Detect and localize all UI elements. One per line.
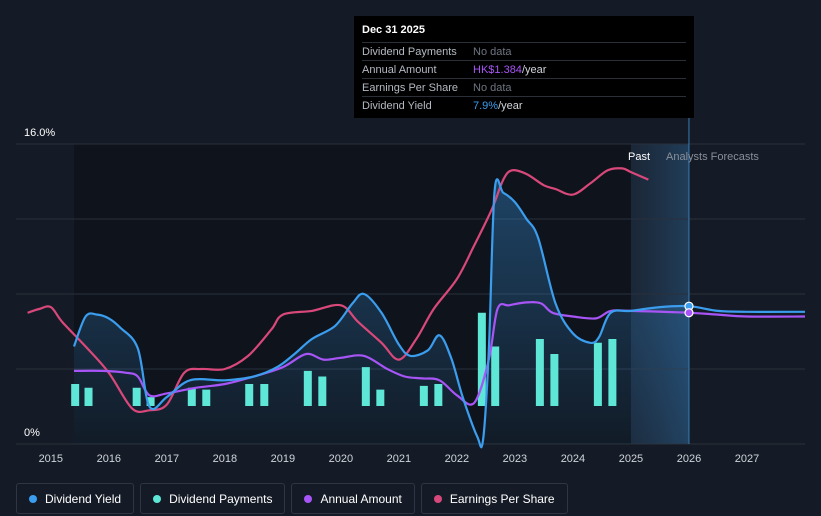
dividend-yield-line (72, 178, 806, 449)
x-tick-label: 2024 (561, 453, 585, 465)
tooltip-unit: /year (521, 63, 547, 76)
x-tick-label: 2025 (619, 453, 643, 465)
x-tick-label: 2026 (677, 453, 701, 465)
dividend-payment-bar (303, 370, 312, 406)
dividend-payment-bars (71, 312, 617, 406)
earnings-per-share-dot-icon (433, 494, 442, 503)
tooltip-date: Dec 31 2025 (362, 24, 425, 36)
dividend-payment-bar (318, 376, 327, 406)
tooltip-row-annual-amount: Annual Amount HK$1.384/year (362, 60, 686, 78)
dividend-payment-bar (84, 387, 93, 406)
tooltip-row-dividend-yield: Dividend Yield 7.9%/year (362, 96, 686, 114)
tooltip-value: HK$1.384 (473, 63, 522, 76)
tooltip: Dec 31 2025 Dividend Payments No data An… (354, 16, 694, 118)
dividend-payment-bar (187, 387, 196, 406)
y-axis-top-label: 16.0% (24, 127, 55, 139)
legend: Dividend Yield Dividend Payments Annual … (16, 483, 568, 514)
dividend-payment-bar (535, 339, 544, 406)
tooltip-key: Earnings Per Share (362, 81, 458, 94)
legend-label: Annual Amount (320, 491, 402, 506)
dividend-payment-bar (71, 384, 80, 406)
x-tick-label: 2016 (97, 453, 121, 465)
annual-amount-line (73, 301, 806, 406)
tooltip-row-dividend-payments: Dividend Payments No data (362, 42, 686, 60)
x-tick-label: 2020 (329, 453, 353, 465)
x-tick-label: 2015 (39, 453, 63, 465)
dividend-payment-bar (550, 354, 559, 406)
forecast-label: Analysts Forecasts (666, 151, 759, 163)
dividend-payment-bar (260, 384, 269, 406)
dividend-payments-dot-icon (153, 494, 162, 503)
legend-label: Dividend Yield (45, 491, 122, 506)
x-tick-label: 2027 (735, 453, 759, 465)
dividend-payment-bar (202, 389, 211, 406)
dividend-payment-bar (245, 384, 254, 406)
tooltip-value: No data (473, 81, 512, 94)
dividend-payment-bar (593, 342, 602, 406)
series-lines (27, 167, 806, 449)
legend-item-earnings-per-share[interactable]: Earnings Per Share (420, 483, 568, 514)
tooltip-value: 7.9% (473, 99, 499, 112)
tooltip-key: Dividend Yield (362, 99, 432, 112)
dividend-payment-bar (376, 389, 385, 406)
x-tick-label: 2021 (387, 453, 411, 465)
tooltip-value: No data (473, 45, 512, 58)
earnings-per-share-line (27, 167, 649, 413)
annual-amount-point (684, 308, 694, 318)
tooltip-unit: /year (498, 99, 523, 112)
dividend-payment-bar (491, 346, 500, 406)
y-axis-bottom-label: 0% (24, 427, 40, 439)
tooltip-row-earnings-per-share: Earnings Per Share No data (362, 78, 686, 96)
x-tick-label: 2019 (271, 453, 295, 465)
tooltip-key: Annual Amount (362, 63, 437, 76)
dividend-payment-bar (434, 384, 443, 406)
x-axis-ticks: 2015 2016 2017 2018 2019 2020 2021 2022 2023 2024… (39, 453, 760, 465)
legend-item-dividend-yield[interactable]: Dividend Yield (16, 483, 135, 514)
legend-label: Earnings Per Share (449, 491, 555, 506)
legend-label: Dividend Payments (169, 491, 273, 506)
tooltip-key: Dividend Payments (362, 45, 457, 58)
dividend-payment-bar (361, 367, 370, 406)
dividend-payment-bar (477, 312, 486, 406)
dividend-payment-bar (419, 385, 428, 406)
legend-item-dividend-payments[interactable]: Dividend Payments (140, 483, 286, 514)
dividend-payment-bar (132, 387, 141, 406)
dividend-payment-bar (608, 339, 617, 406)
past-label: Past (628, 151, 650, 163)
legend-item-annual-amount[interactable]: Annual Amount (291, 483, 415, 514)
x-tick-label: 2023 (503, 453, 527, 465)
dividend-yield-dot-icon (29, 494, 37, 503)
x-tick-label: 2018 (213, 453, 237, 465)
dividend-payment-bar (146, 397, 155, 406)
x-tick-label: 2017 (155, 453, 179, 465)
annual-amount-dot-icon (304, 494, 313, 503)
x-tick-label: 2022 (445, 453, 469, 465)
